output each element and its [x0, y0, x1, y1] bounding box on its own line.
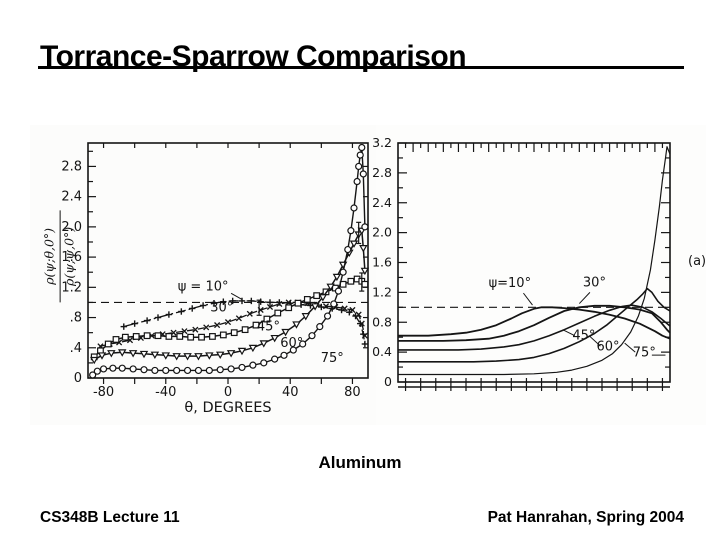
svg-text:ψ = 10°: ψ = 10° [178, 279, 229, 294]
svg-text:2.4: 2.4 [61, 190, 82, 205]
y-axis-fraction-label: ρ(ψ;θ,0°) ρ(ψ;ψ,0°) [41, 210, 79, 303]
svg-text:.8: .8 [70, 311, 82, 326]
svg-text:0.4: 0.4 [372, 344, 392, 359]
svg-text:2.4: 2.4 [372, 195, 392, 210]
svg-text:1.6: 1.6 [61, 250, 82, 265]
svg-text:2.8: 2.8 [372, 165, 392, 180]
model-plot: 0 0.4 0.8 1.2 1.6 2.0 2.4 2.8 3.2 ψ=10° 30° 45°60° 7… [372, 125, 706, 425]
y-axis-denominator: ρ(ψ;ψ,0°) [61, 226, 77, 286]
svg-text:1.2: 1.2 [61, 280, 82, 295]
svg-text:60°: 60° [280, 336, 303, 351]
svg-text:0: 0 [74, 371, 82, 386]
subfigure-label: (a) [688, 254, 707, 269]
experimental-plot: 0 .4 .8 1.2 1.6 2.0 2.4 2.8 -80 -40 0 40 80 ψ = 10° 30… [30, 125, 380, 425]
svg-text:-40: -40 [155, 385, 176, 400]
svg-text:.4: .4 [70, 341, 82, 356]
svg-text:0: 0 [384, 374, 392, 389]
svg-text:2.0: 2.0 [61, 220, 82, 235]
svg-text:75°: 75° [321, 351, 344, 366]
svg-text:60°: 60° [597, 340, 620, 355]
svg-text:1.2: 1.2 [372, 284, 392, 299]
svg-text:3.2: 3.2 [372, 135, 392, 150]
svg-text:40: 40 [282, 385, 299, 400]
svg-text:30°: 30° [210, 301, 233, 316]
svg-text:2.8: 2.8 [61, 159, 82, 174]
svg-text:80: 80 [344, 385, 361, 400]
y-axis-numerator: ρ(ψ;θ,0°) [41, 210, 61, 303]
svg-text:2.0: 2.0 [372, 225, 392, 240]
footer-course: CS348B Lecture 11 [40, 509, 180, 526]
title-underline [38, 66, 684, 69]
svg-text:1.6: 1.6 [372, 255, 392, 270]
svg-text:0.8: 0.8 [372, 314, 392, 329]
svg-text:45°: 45° [257, 319, 280, 334]
svg-text:ψ=10°: ψ=10° [489, 276, 532, 291]
svg-text:75°: 75° [633, 346, 656, 361]
svg-text:0: 0 [224, 385, 232, 400]
material-caption: Aluminum [318, 453, 402, 472]
svg-text:θ, DEGREES: θ, DEGREES [184, 400, 271, 416]
svg-text:45°: 45° [572, 328, 595, 343]
svg-text:30°: 30° [583, 275, 606, 290]
footer-author: Pat Hanrahan, Spring 2004 [487, 509, 684, 526]
svg-text:-80: -80 [93, 385, 114, 400]
